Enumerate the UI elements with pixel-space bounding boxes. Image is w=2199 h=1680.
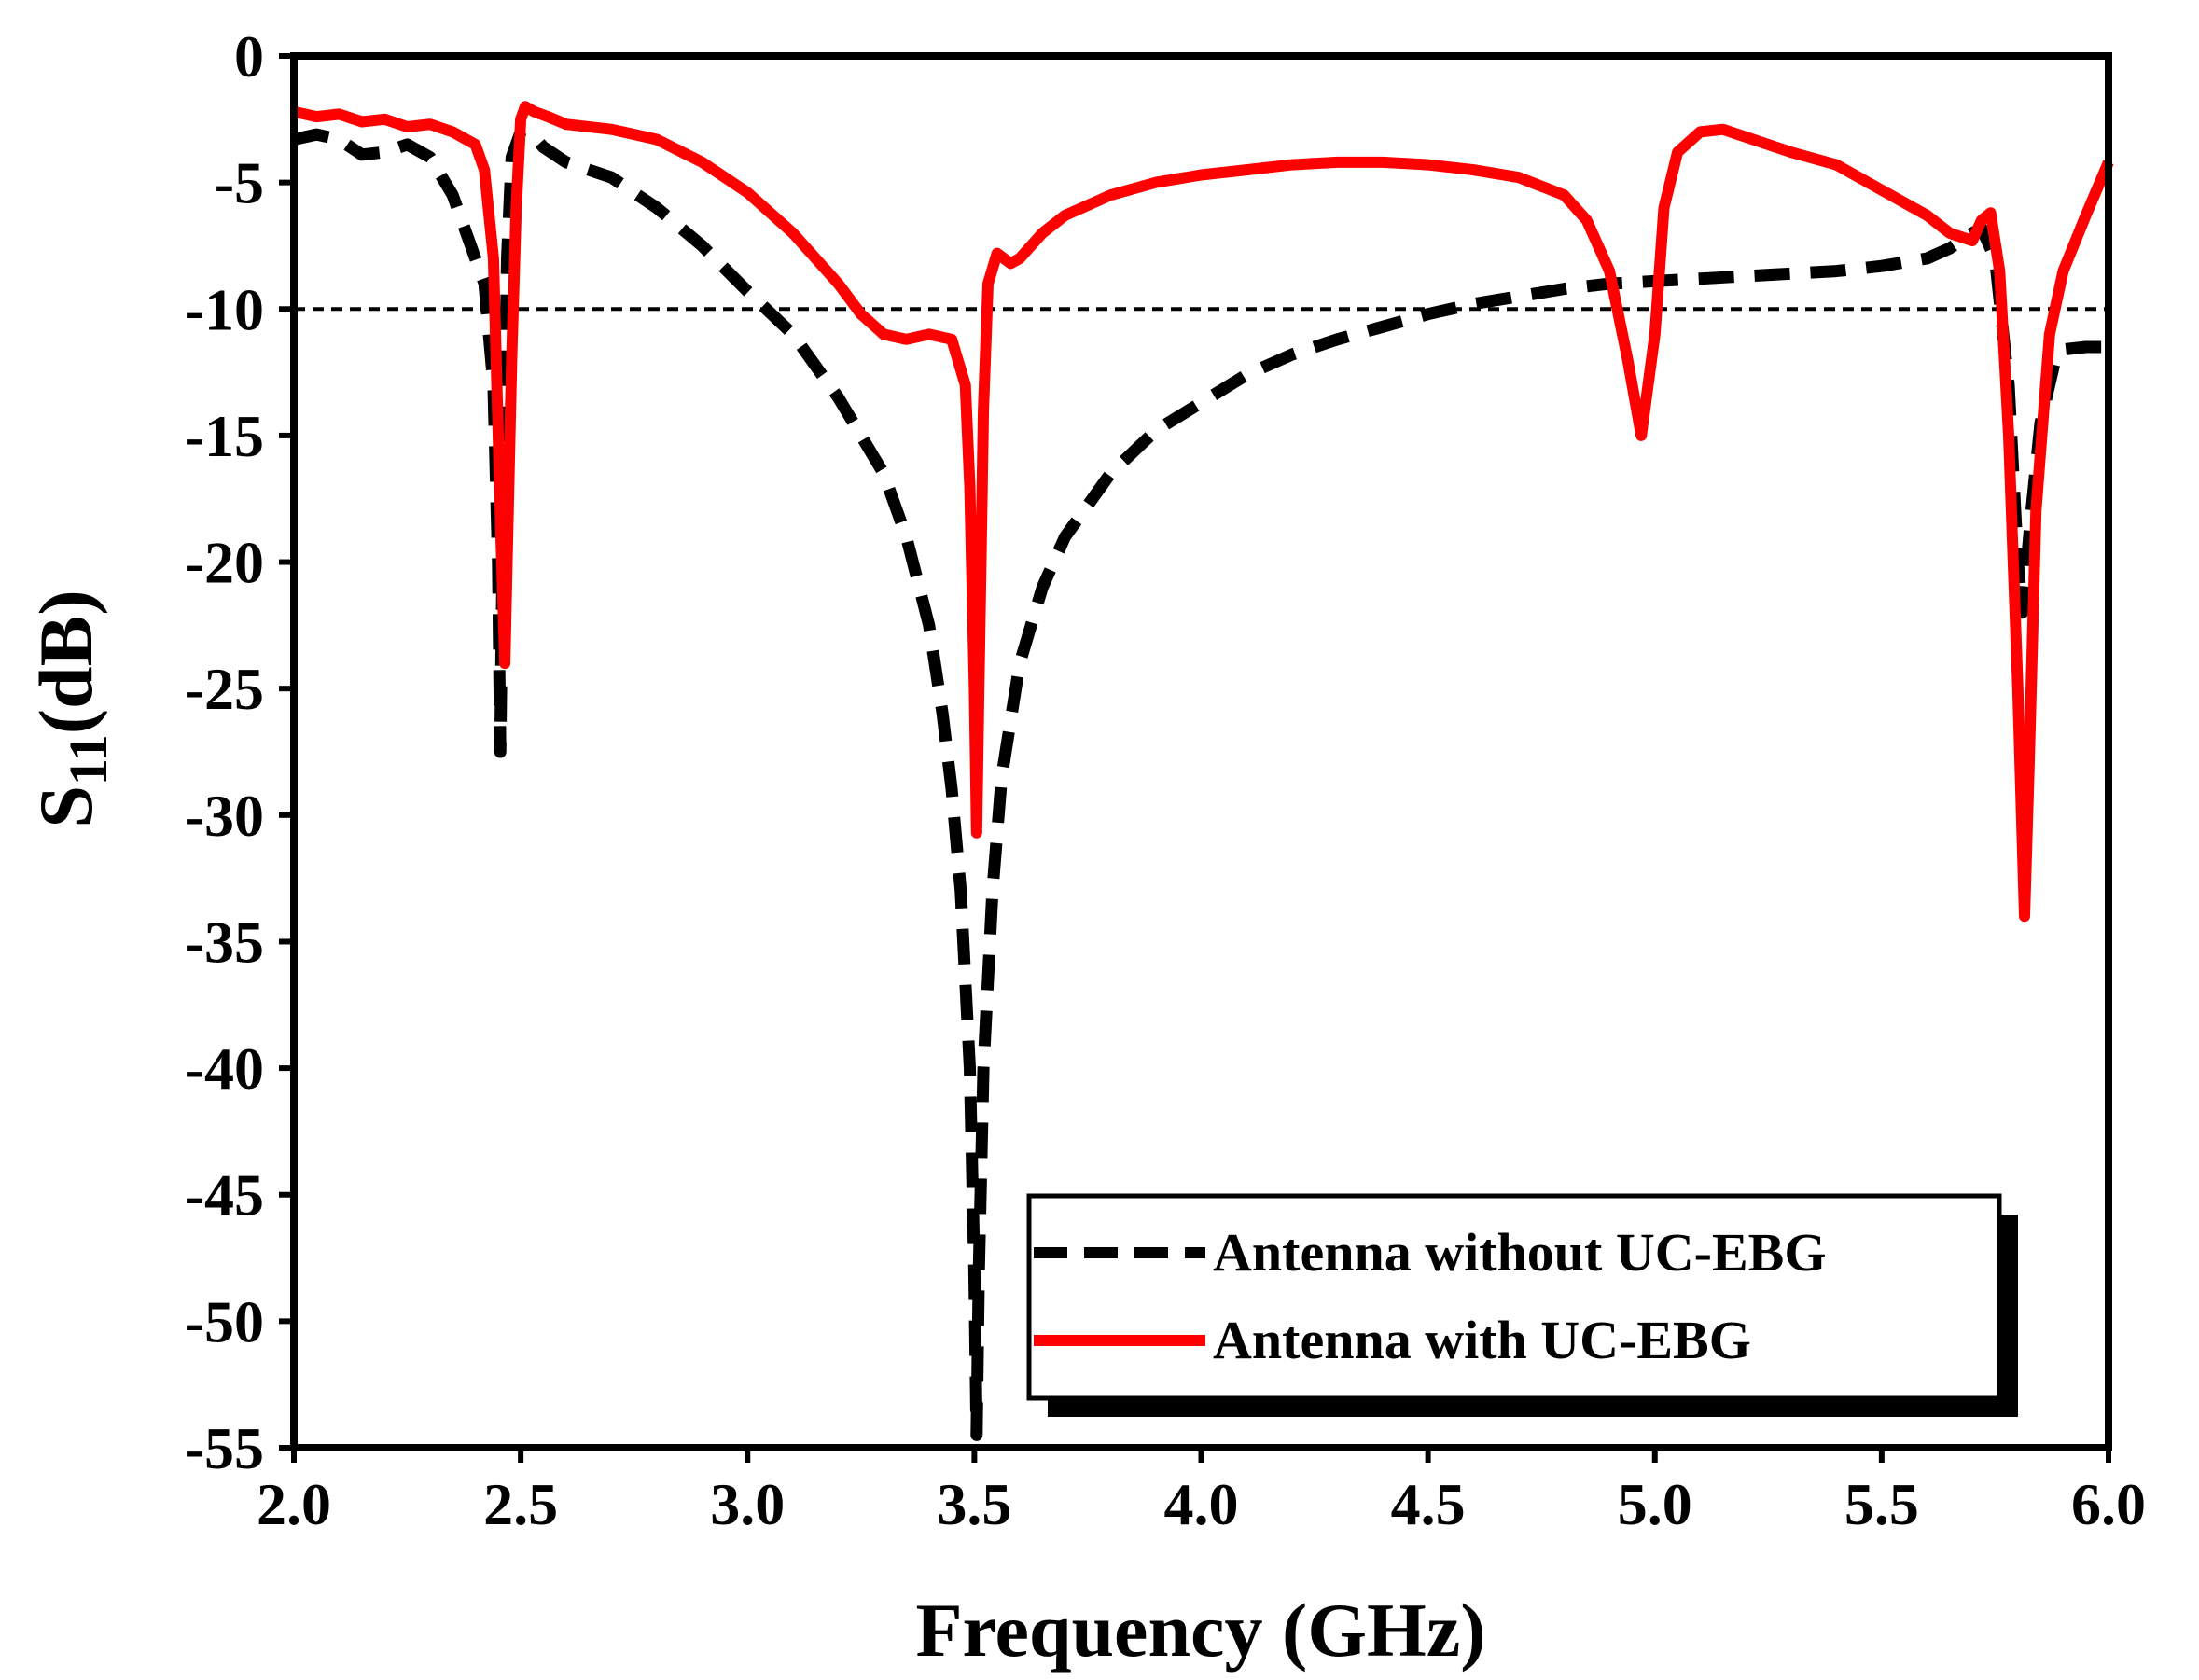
y-axis-title-text: S11(dB) — [23, 590, 118, 827]
series-line-with-ebg — [292, 101, 2114, 923]
y-axis-title-main: S — [23, 785, 108, 828]
x-tick-label: 3.0 — [710, 1471, 785, 1537]
y-tick-label: -10 — [185, 276, 264, 342]
y-axis-title-subscript: 11 — [58, 734, 118, 785]
y-tick-label: -30 — [185, 783, 264, 849]
y-tick-label: -50 — [185, 1288, 264, 1354]
y-tick-label: -5 — [215, 150, 264, 216]
y-tick-label: -45 — [185, 1162, 264, 1229]
y-tick-label: -55 — [185, 1415, 264, 1481]
x-tick-label: 6.0 — [2071, 1471, 2146, 1537]
series-line-without-ebg — [292, 125, 2109, 1441]
y-tick-label: -20 — [185, 530, 264, 596]
y-axis-title-unit: (dB) — [23, 590, 108, 734]
y-tick-label: -15 — [185, 403, 264, 469]
x-tick-label: 5.0 — [1618, 1471, 1692, 1537]
y-tick-label: -35 — [185, 909, 264, 975]
x-tick-label: 5.5 — [1844, 1471, 1919, 1537]
x-tick-label: 3.5 — [937, 1471, 1011, 1537]
y-tick-label: 0 — [234, 23, 264, 90]
x-axis-title: Frequency (GHz) — [915, 1588, 1485, 1673]
y-axis-title: S11(dB) — [23, 590, 118, 827]
legend: Antenna without UC-EBG Antenna with UC-E… — [1026, 1193, 2018, 1417]
x-tick-label: 2.0 — [257, 1471, 331, 1537]
x-tick-label: 4.0 — [1164, 1471, 1239, 1537]
legend-label-without-ebg: Antenna without UC-EBG — [1213, 1222, 1826, 1283]
y-tick-label: -40 — [185, 1035, 264, 1102]
legend-label-with-ebg: Antenna with UC-EBG — [1213, 1310, 1751, 1370]
x-tick-label: 4.5 — [1391, 1471, 1466, 1537]
y-tick-label: -25 — [185, 656, 264, 722]
x-tick-label: 2.5 — [483, 1471, 558, 1537]
legend-box — [1026, 1193, 2002, 1401]
